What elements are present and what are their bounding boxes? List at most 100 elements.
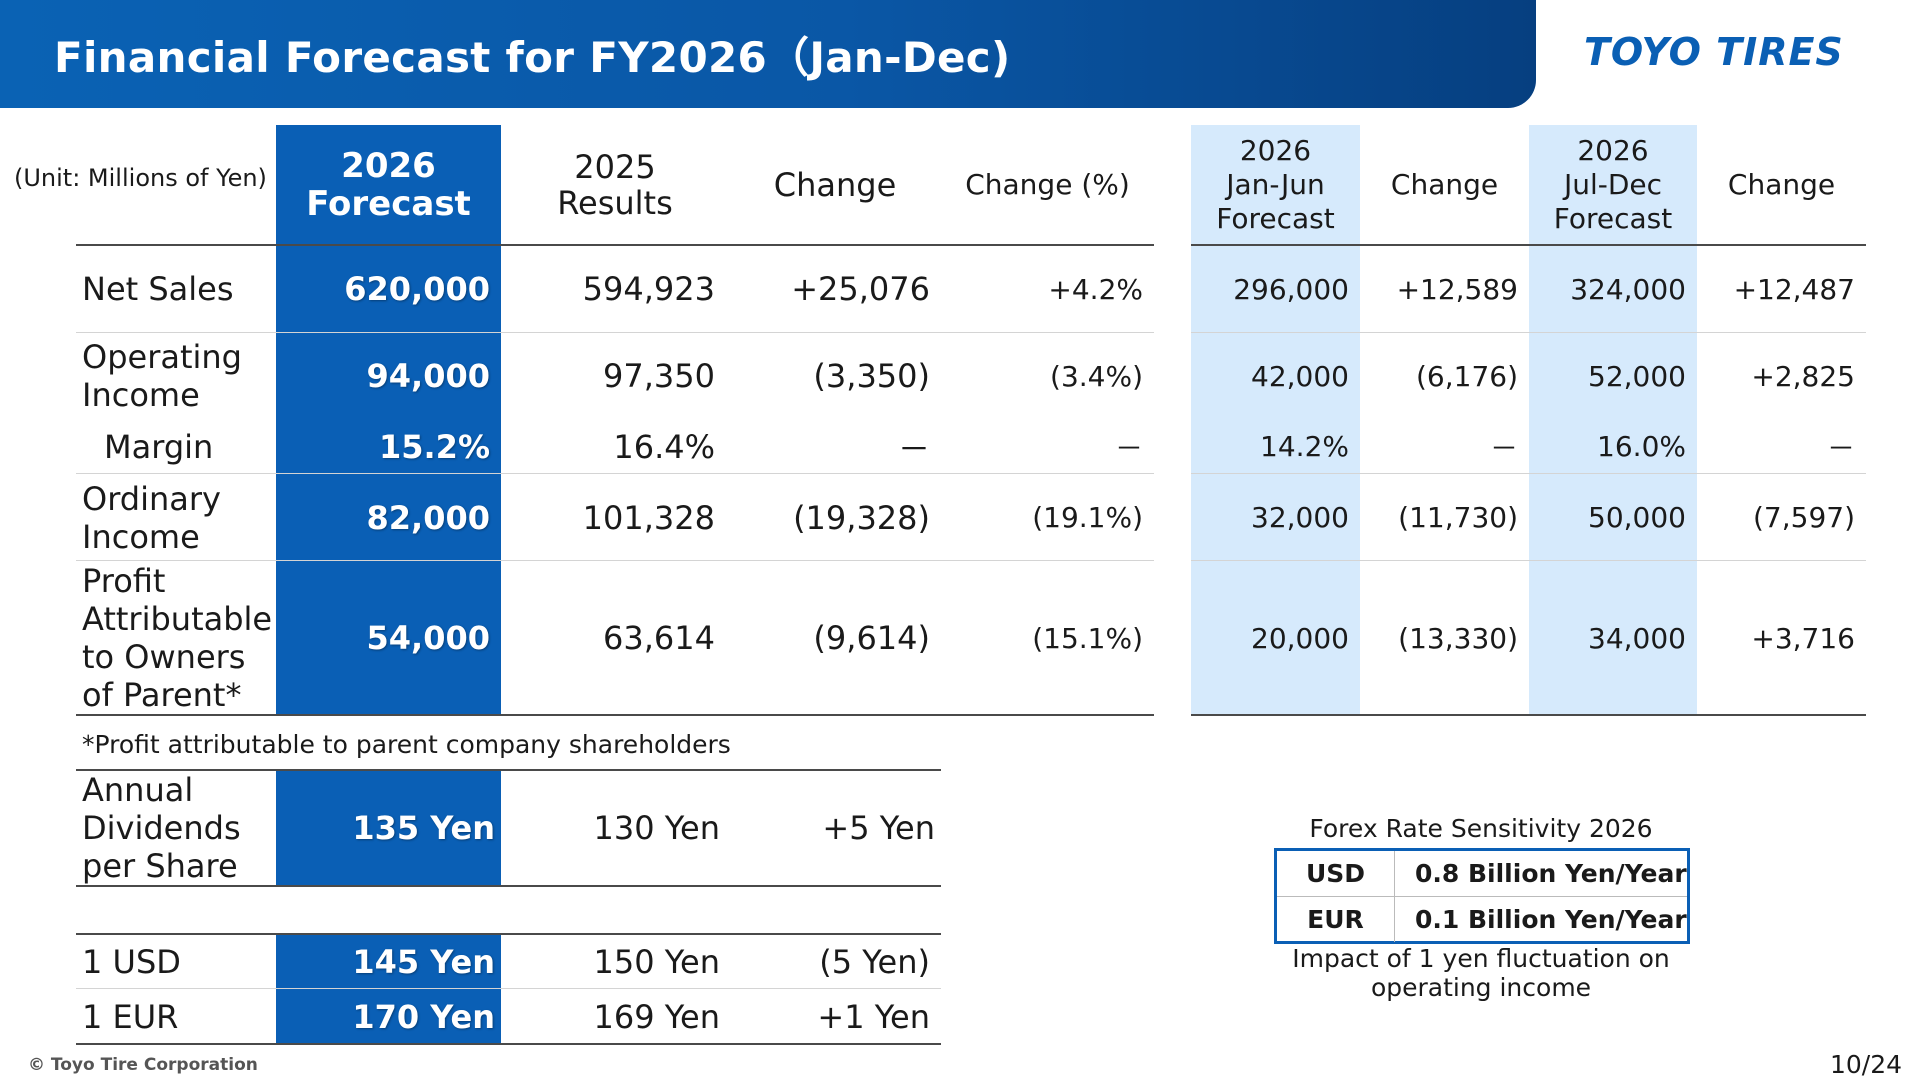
table-bottom-rule-right — [1191, 714, 1866, 716]
forecast-column-bg — [276, 125, 501, 715]
dividends-change: +5 Yen — [822, 809, 935, 847]
profit-attributable-change: (9,614) — [813, 619, 930, 657]
sensitivity-row-usd: USD 0.8 Billion Yen/Year — [1277, 851, 1687, 896]
row-label-eur: 1 EUR — [82, 997, 179, 1036]
header-bar: Financial Forecast for FY2026（Jan-Dec) — [0, 0, 1536, 108]
net-sales-h1: 296,000 — [1233, 272, 1349, 306]
operating-income-h1-change: (6,176) — [1415, 359, 1518, 393]
operating-income-forecast: 94,000 — [366, 357, 490, 395]
net-sales-change-pct: +4.2% — [1048, 272, 1143, 306]
sensitivity-row-eur: EUR 0.1 Billion Yen/Year — [1277, 897, 1687, 942]
sensitivity-currency: EUR — [1277, 897, 1395, 942]
fx-bottom-rule — [76, 1043, 941, 1045]
row-label-dividends: Annual Dividends per Share — [82, 771, 241, 885]
fx-forecast-bg — [276, 935, 501, 1043]
unit-label: (Unit: Millions of Yen) — [14, 164, 267, 192]
dividends-results: 130 Yen — [593, 809, 720, 847]
row-label-usd: 1 USD — [82, 942, 181, 981]
margin-forecast: 15.2% — [378, 427, 490, 466]
header-h1-label: Forecast — [1216, 202, 1335, 235]
operating-income-h2-change: +2,825 — [1751, 359, 1855, 393]
row-divider — [1191, 473, 1866, 474]
row-label-ordinary-income: Ordinary Income — [82, 479, 221, 556]
table-bottom-rule — [76, 714, 1154, 716]
row-label-profit-attributable: Profit Attributable to Owners of Parent* — [82, 562, 273, 714]
margin-h2: 16.0% — [1597, 430, 1686, 463]
sensitivity-table: USD 0.8 Billion Yen/Year EUR 0.1 Billion… — [1274, 848, 1690, 944]
header-h1: 2026 Jan-Jun Forecast — [1191, 130, 1360, 240]
ordinary-income-h2-change: (7,597) — [1752, 501, 1855, 534]
header-forecast: 2026 Forecast — [276, 130, 501, 240]
sensitivity-title: Forex Rate Sensitivity 2026 — [1309, 814, 1653, 843]
profit-attributable-change-pct: (15.1%) — [1032, 621, 1143, 655]
table-header-rule — [76, 244, 1154, 246]
profit-attributable-results: 63,614 — [603, 619, 715, 657]
usd-change: (5 Yen) — [819, 942, 930, 981]
page-number: 10/24 — [1830, 1050, 1903, 1079]
fx-top-rule — [76, 933, 941, 935]
row-divider — [76, 560, 1154, 561]
header-results: 2025 Results — [515, 130, 715, 240]
eur-forecast: 170 Yen — [352, 997, 495, 1036]
sensitivity-value: 0.8 Billion Yen/Year — [1415, 859, 1687, 888]
header-h2-year: 2026 — [1577, 134, 1649, 167]
net-sales-h1-change: +12,589 — [1396, 272, 1518, 306]
header-h2-change: Change — [1727, 168, 1836, 201]
dividend-top-rule — [76, 769, 941, 771]
footnote: *Profit attributable to parent company s… — [82, 730, 731, 759]
profit-attributable-h1: 20,000 — [1251, 621, 1349, 655]
h2-column-bg — [1529, 125, 1697, 715]
eur-results: 169 Yen — [593, 997, 720, 1036]
copyright: © Toyo Tire Corporation — [28, 1055, 258, 1075]
operating-income-results: 97,350 — [603, 357, 715, 395]
margin-change: － — [897, 429, 930, 468]
ordinary-income-h1-change: (11,730) — [1398, 501, 1518, 534]
row-label-net-sales: Net Sales — [82, 270, 234, 308]
margin-h2-change: － — [1826, 431, 1855, 465]
company-logo: TOYO TIRES — [1584, 30, 1844, 74]
dividends-forecast: 135 Yen — [352, 809, 495, 847]
ordinary-income-change: (19,328) — [793, 498, 930, 537]
ordinary-income-results: 101,328 — [582, 498, 715, 537]
ordinary-income-change-pct: (19.1%) — [1032, 501, 1143, 534]
sensitivity-currency: USD — [1277, 851, 1395, 896]
h1-column-bg — [1191, 125, 1360, 715]
header-h2: 2026 Jul-Dec Forecast — [1529, 130, 1697, 240]
usd-forecast: 145 Yen — [352, 942, 495, 981]
margin-h1: 14.2% — [1260, 430, 1349, 463]
sensitivity-value: 0.1 Billion Yen/Year — [1415, 905, 1687, 934]
page-title: Financial Forecast for FY2026（Jan-Dec) — [54, 33, 1011, 82]
profit-attributable-h2-change: +3,716 — [1751, 621, 1855, 655]
row-divider — [76, 332, 1154, 333]
margin-change-pct: － — [1114, 431, 1143, 465]
header-change-pct: Change (%) — [965, 168, 1130, 201]
operating-income-change: (3,350) — [813, 357, 930, 395]
header-h2-period: Jul-Dec — [1563, 168, 1663, 201]
header-h2-label: Forecast — [1553, 202, 1673, 235]
operating-income-change-pct: (3.4%) — [1050, 359, 1143, 393]
eur-change: +1 Yen — [817, 997, 930, 1036]
header-forecast-label: Forecast — [306, 184, 471, 224]
usd-results: 150 Yen — [593, 942, 720, 981]
net-sales-forecast: 620,000 — [344, 270, 490, 308]
row-label-margin: Margin — [104, 427, 214, 466]
row-label-operating-income: Operating Income — [82, 338, 242, 414]
sensitivity-note: Impact of 1 yen fluctuation on operating… — [1292, 944, 1670, 1002]
margin-results: 16.4% — [613, 427, 715, 466]
operating-income-h1: 42,000 — [1251, 359, 1349, 393]
header-results-label: Results — [557, 184, 673, 222]
header-h1-period: Jan-Jun — [1226, 168, 1325, 201]
net-sales-results: 594,923 — [582, 270, 715, 308]
net-sales-change: +25,076 — [791, 270, 930, 308]
fx-row-divider — [76, 988, 941, 989]
row-divider — [1191, 560, 1866, 561]
dividend-forecast-bg — [276, 770, 501, 885]
dividend-bottom-rule — [76, 885, 941, 887]
ordinary-income-h2: 50,000 — [1588, 501, 1686, 534]
profit-attributable-forecast: 54,000 — [366, 619, 490, 657]
ordinary-income-h1: 32,000 — [1251, 501, 1349, 534]
row-divider — [76, 473, 1154, 474]
table-header-rule-right — [1191, 244, 1866, 246]
sensitivity-divider — [1277, 896, 1687, 897]
header-h1-year: 2026 — [1239, 134, 1312, 167]
